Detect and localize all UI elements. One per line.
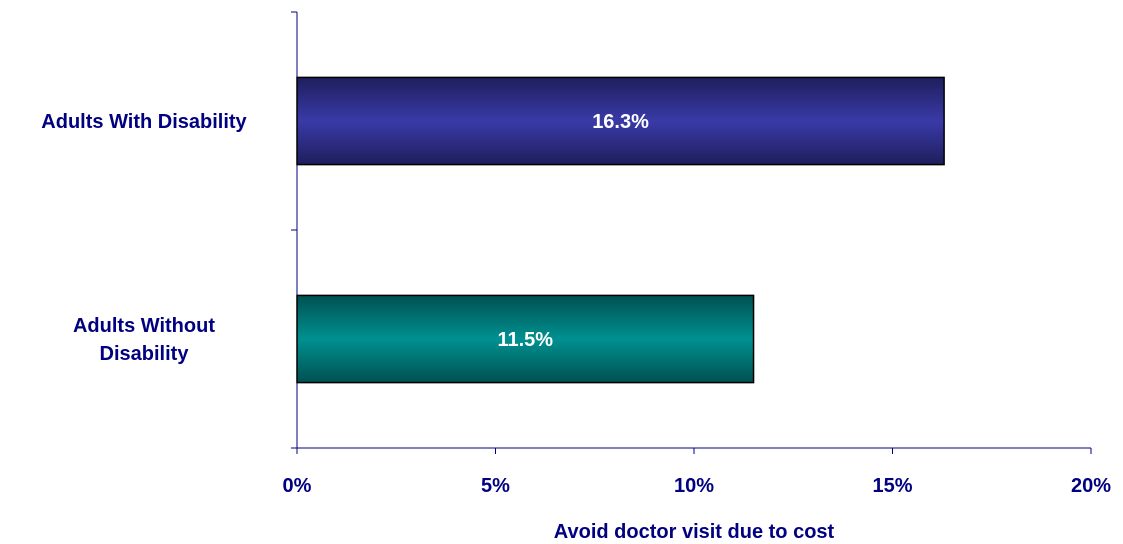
category-label: Adults With Disability	[41, 111, 247, 133]
labels: 0% 5% 10% 15% 20% Avoid doctor visit due to c…	[41, 111, 1111, 543]
category-label: Adults Without Disability	[73, 315, 215, 365]
bar-1	[296, 294, 755, 384]
bars	[296, 76, 945, 384]
x-tick-label: 15%	[872, 475, 912, 497]
x-tick-label: 5%	[481, 475, 510, 497]
data-label: 11.5%	[497, 329, 553, 351]
x-tick-label: 0%	[283, 475, 312, 497]
x-tick-label: 20%	[1071, 475, 1111, 497]
bar-0	[296, 76, 945, 166]
data-label: 16.3%	[592, 111, 649, 133]
x-axis-title: Avoid doctor visit due to cost	[554, 521, 835, 543]
x-tick-label: 10%	[674, 475, 714, 497]
